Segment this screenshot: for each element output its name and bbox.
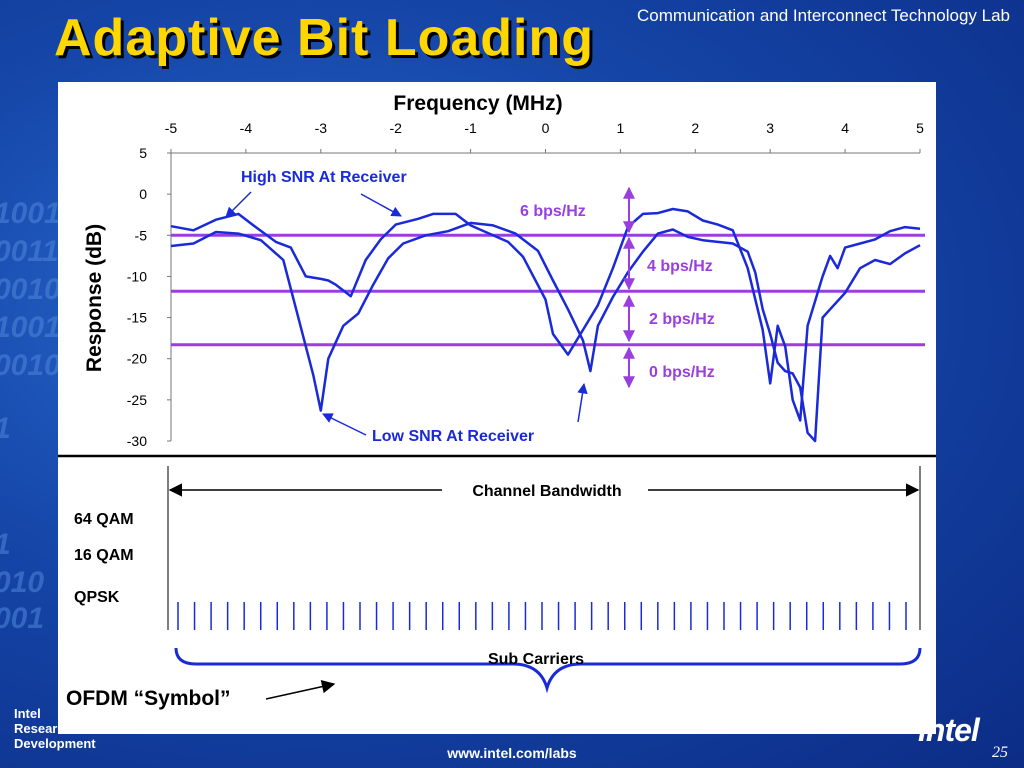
binary-digit: 001 <box>0 602 45 635</box>
low-snr-arrow-left <box>322 413 367 436</box>
y-tick-label: -5 <box>135 227 148 243</box>
bps-2-label: 2 bps/Hz <box>649 311 715 328</box>
binary-digit: 1 <box>0 526 11 564</box>
x-tick-label: -4 <box>240 120 253 136</box>
binary-digit: 1001 <box>0 197 61 230</box>
x-tick-label: -2 <box>389 120 402 136</box>
qpsk-label: QPSK <box>74 589 120 606</box>
x-tick-label: -3 <box>315 120 328 136</box>
low-snr-label: Low SNR At Receiver <box>372 428 534 445</box>
logo-line: Development <box>14 736 96 751</box>
binary-digit: 0010 <box>0 349 61 382</box>
ofdm-symbol-arrow <box>265 680 336 700</box>
channel-bandwidth-label: Channel Bandwidth <box>472 483 621 500</box>
y-axis-label: Response (dB) <box>83 224 106 372</box>
subcarrier-ticks <box>177 602 907 630</box>
low-snr-arrow-right <box>577 382 588 423</box>
threshold-lines <box>171 233 925 347</box>
binary-digit: 010 <box>0 566 45 599</box>
page-number: 25 <box>992 744 1008 761</box>
bps-6-label: 6 bps/Hz <box>520 203 586 220</box>
bps-0-label: 0 bps/Hz <box>649 364 715 381</box>
figure-panel: Frequency (MHz) Response (dB) -5 -4 -3 -2 -1… <box>58 82 936 734</box>
response-series <box>170 207 921 422</box>
qam16-label: 16 QAM <box>74 547 134 564</box>
qam64-label: 64 QAM <box>74 511 134 528</box>
intel-research-logo: Intel Research & Development <box>14 706 96 751</box>
y-tick-labels: 5 0 -5 -10 -15 -20 -25 -30 <box>127 145 147 449</box>
y-tick-label: -25 <box>127 392 147 408</box>
binary-digit: 0011 <box>0 235 59 268</box>
response-curves <box>170 207 921 443</box>
slide-title: Adaptive Bit Loading <box>54 9 594 67</box>
logo-line: Research & <box>14 721 86 736</box>
y-tick-label: -30 <box>127 433 147 449</box>
y-tick-label: -15 <box>127 310 147 326</box>
x-tick-label: -5 <box>165 120 178 136</box>
binary-digit: 0010 <box>0 273 61 306</box>
intel-logo: intel <box>918 712 980 748</box>
figure-canvas: Frequency (MHz) Response (dB) -5 -4 -3 -2 -1… <box>58 92 936 710</box>
binary-digit: 1001 <box>0 311 61 344</box>
x-tick-labels: -5 -4 -3 -2 -1 0 1 2 3 4 5 <box>165 120 924 136</box>
ofdm-symbol-label: OFDM “Symbol” <box>66 687 231 710</box>
y-tick-label: -10 <box>127 268 147 284</box>
x-tick-label: 5 <box>916 120 924 136</box>
sub-carriers-brace <box>174 647 922 694</box>
footer-url[interactable]: www.intel.com/labs <box>447 745 577 761</box>
response-series <box>170 221 921 443</box>
binary-digit: 1 <box>0 410 11 448</box>
x-tick-label: -1 <box>464 120 477 136</box>
sub-carriers-label: Sub Carriers <box>488 651 584 668</box>
high-snr-label: High SNR At Receiver <box>241 169 407 186</box>
bps-4-label: 4 bps/Hz <box>647 258 713 275</box>
y-tick-label: 5 <box>139 145 147 161</box>
y-tick-label: -20 <box>127 351 147 367</box>
chart-title: Frequency (MHz) <box>393 92 562 115</box>
y-tick-label: 0 <box>139 186 147 202</box>
x-tick-label: 2 <box>691 120 699 136</box>
x-tick-label: 3 <box>766 120 774 136</box>
x-tick-label: 0 <box>542 120 550 136</box>
high-snr-arrow-left <box>225 191 252 218</box>
lab-name: Communication and Interconnect Technolog… <box>637 6 1010 25</box>
x-tick-label: 4 <box>841 120 849 136</box>
plot-frame <box>167 149 921 442</box>
high-snr-arrow-right <box>360 193 402 217</box>
logo-line: Intel <box>14 706 41 721</box>
x-tick-label: 1 <box>617 120 625 136</box>
